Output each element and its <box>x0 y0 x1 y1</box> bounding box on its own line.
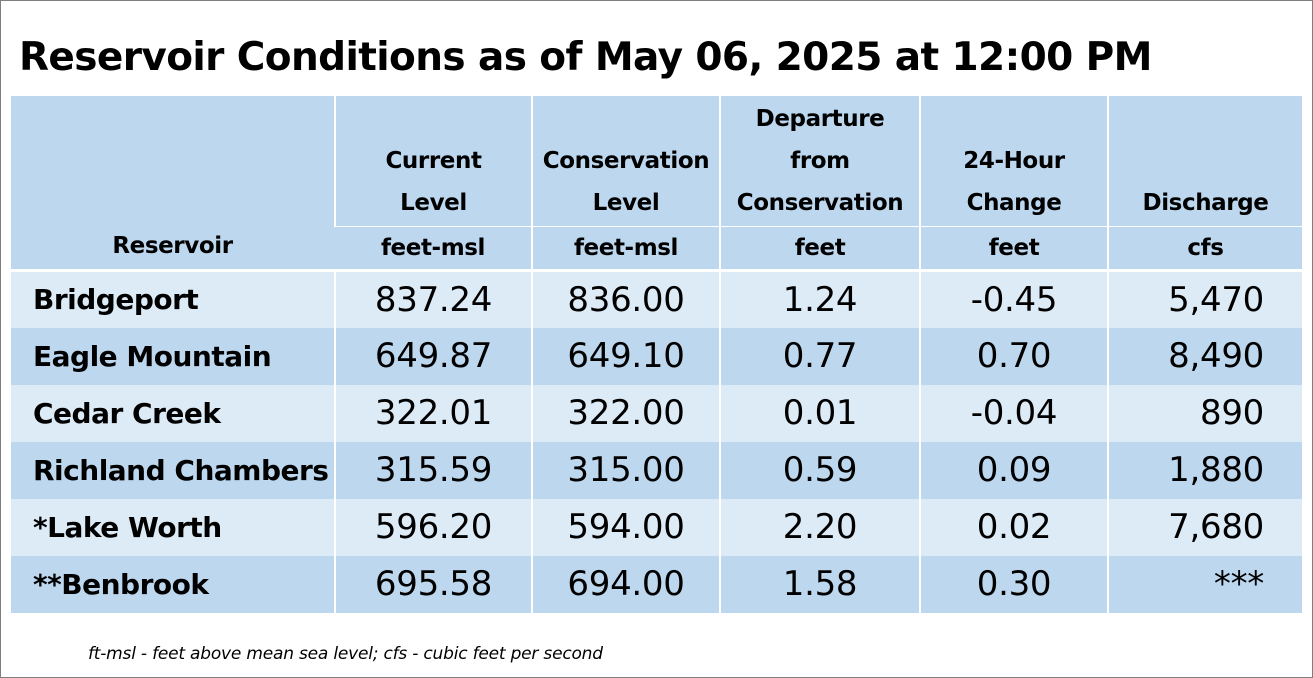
table-row: Richland Chambers 315.59 315.00 0.59 0.0… <box>11 441 1302 499</box>
header-line: Departure <box>755 106 885 132</box>
header-line: Change <box>966 190 1062 216</box>
departure-cell: 1.24 <box>719 269 920 328</box>
reservoir-name: *Lake Worth <box>11 498 335 556</box>
units-row: feet-msl feet-msl feet feet cfs <box>11 226 1302 271</box>
unit-24-hour-change: feet <box>919 226 1108 271</box>
departure-cell: 0.77 <box>719 327 920 385</box>
header-line: Level <box>592 190 660 216</box>
reservoir-table: Reservoir Current Level Conservation Lev… <box>11 96 1302 613</box>
departure-cell: 2.20 <box>719 498 920 556</box>
departure-cell: 1.58 <box>719 555 920 613</box>
reservoir-name: Cedar Creek <box>11 384 335 442</box>
header-line: from <box>790 148 850 174</box>
table-row: *Lake Worth 596.20 594.00 2.20 0.02 7,68… <box>11 498 1302 556</box>
header-row: Reservoir Current Level Conservation Lev… <box>11 96 1302 271</box>
current-level-cell: 695.58 <box>334 555 532 613</box>
conservation-level-cell: 694.00 <box>531 555 720 613</box>
table-header: Reservoir Current Level Conservation Lev… <box>11 96 1302 271</box>
header-line: 24-Hour <box>963 148 1065 174</box>
column-header-reservoir: Reservoir <box>11 96 335 271</box>
conservation-level-cell: 836.00 <box>531 269 720 328</box>
header-line: Conservation <box>542 148 710 174</box>
reservoir-name: Bridgeport <box>11 269 335 328</box>
table-body: Bridgeport 837.24 836.00 1.24 -0.45 5,47… <box>11 269 1302 613</box>
reservoir-name: **Benbrook <box>11 555 335 613</box>
current-level-cell: 322.01 <box>334 384 532 442</box>
current-level-cell: 837.24 <box>334 269 532 328</box>
change-cell: -0.04 <box>919 384 1108 442</box>
column-header-current-level: Current Level <box>334 96 532 227</box>
departure-cell: 0.59 <box>719 441 920 499</box>
page-title: Reservoir Conditions as of May 06, 2025 … <box>19 35 1152 80</box>
unit-current-level: feet-msl <box>335 226 532 271</box>
column-header-conservation-level: Conservation Level <box>531 96 720 227</box>
unit-conservation-level: feet-msl <box>531 226 720 271</box>
change-cell: 0.30 <box>919 555 1108 613</box>
header-line: Current <box>385 148 482 174</box>
conservation-level-cell: 315.00 <box>531 441 720 499</box>
column-header-discharge: Discharge <box>1107 96 1302 227</box>
reservoir-name: Richland Chambers <box>11 441 335 499</box>
table-row: Cedar Creek 322.01 322.00 0.01 -0.04 890 <box>11 384 1302 442</box>
header-line: Discharge <box>1142 190 1269 216</box>
change-cell: 0.02 <box>919 498 1108 556</box>
discharge-cell: 1,880 <box>1107 441 1302 499</box>
discharge-cell: 890 <box>1107 384 1302 442</box>
unit-discharge: cfs <box>1107 226 1302 271</box>
discharge-cell: 8,490 <box>1107 327 1302 385</box>
discharge-cell: 5,470 <box>1107 269 1302 328</box>
table-row: Bridgeport 837.24 836.00 1.24 -0.45 5,47… <box>11 269 1302 328</box>
discharge-cell: *** <box>1107 555 1302 613</box>
current-level-cell: 596.20 <box>334 498 532 556</box>
departure-cell: 0.01 <box>719 384 920 442</box>
footnote: ft-msl - feet above mean sea level; cfs … <box>88 644 603 664</box>
reservoir-name: Eagle Mountain <box>11 327 335 385</box>
column-header-24-hour-change: 24-Hour Change <box>919 96 1108 227</box>
discharge-cell: 7,680 <box>1107 498 1302 556</box>
conservation-level-cell: 322.00 <box>531 384 720 442</box>
unit-departure: feet <box>719 226 920 271</box>
change-cell: 0.70 <box>919 327 1108 385</box>
header-line: Level <box>400 190 467 216</box>
column-header-departure: Departure from Conservation <box>719 96 920 227</box>
table-row: Eagle Mountain 649.87 649.10 0.77 0.70 8… <box>11 327 1302 385</box>
conservation-level-cell: 594.00 <box>531 498 720 556</box>
change-cell: 0.09 <box>919 441 1108 499</box>
current-level-cell: 649.87 <box>334 327 532 385</box>
current-level-cell: 315.59 <box>334 441 532 499</box>
table-row: **Benbrook 695.58 694.00 1.58 0.30 *** <box>11 555 1302 613</box>
header-line: Conservation <box>736 190 904 216</box>
change-cell: -0.45 <box>919 269 1108 328</box>
conservation-level-cell: 649.10 <box>531 327 720 385</box>
